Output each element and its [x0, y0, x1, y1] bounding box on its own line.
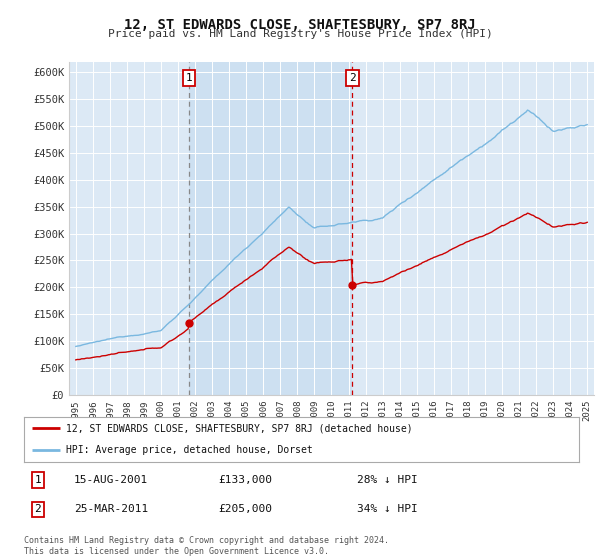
Text: £205,000: £205,000	[218, 505, 272, 515]
Text: 12, ST EDWARDS CLOSE, SHAFTESBURY, SP7 8RJ: 12, ST EDWARDS CLOSE, SHAFTESBURY, SP7 8…	[124, 18, 476, 32]
Text: £133,000: £133,000	[218, 475, 272, 485]
Text: 2: 2	[35, 505, 41, 515]
Text: 1: 1	[35, 475, 41, 485]
Text: 2: 2	[349, 73, 356, 83]
Text: HPI: Average price, detached house, Dorset: HPI: Average price, detached house, Dors…	[65, 445, 313, 455]
Bar	[189, 62, 352, 395]
Text: 15-AUG-2001: 15-AUG-2001	[74, 475, 148, 485]
Text: Contains HM Land Registry data © Crown copyright and database right 2024.
This d: Contains HM Land Registry data © Crown c…	[24, 536, 389, 556]
Text: Price paid vs. HM Land Registry's House Price Index (HPI): Price paid vs. HM Land Registry's House …	[107, 29, 493, 39]
Text: 28% ↓ HPI: 28% ↓ HPI	[357, 475, 418, 485]
Text: 25-MAR-2011: 25-MAR-2011	[74, 505, 148, 515]
Text: 34% ↓ HPI: 34% ↓ HPI	[357, 505, 418, 515]
Text: 1: 1	[185, 73, 192, 83]
Text: 12, ST EDWARDS CLOSE, SHAFTESBURY, SP7 8RJ (detached house): 12, ST EDWARDS CLOSE, SHAFTESBURY, SP7 8…	[65, 423, 412, 433]
